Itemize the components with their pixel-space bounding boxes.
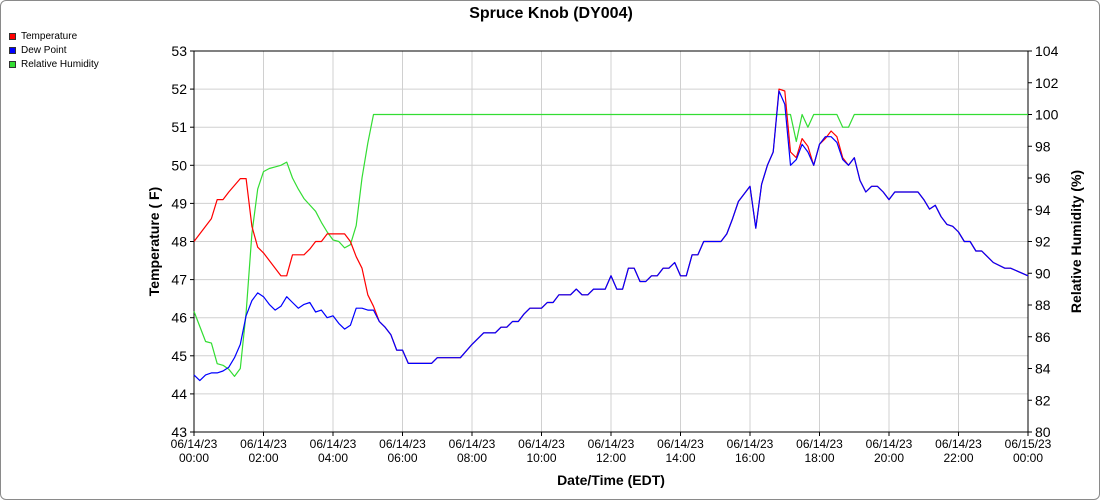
legend-item-dew-point: Dew Point	[9, 43, 99, 57]
x-tick-label-time: 00:00	[1013, 451, 1043, 465]
x-tick-label-date: 06/14/23	[171, 437, 218, 451]
y-axis-right-ticks: 80 82 84 86 88 90 92 94 96 98 100 102 104	[1028, 43, 1059, 440]
y2-tick-label: 92	[1035, 234, 1051, 250]
x-tick-label-date: 06/14/23	[657, 437, 704, 451]
x-tick-label-time: 10:00	[526, 451, 556, 465]
y-axis-left-ticks: 43 44 45 46 47 48 49 50 51 52 53	[171, 43, 194, 440]
x-axis-title: Date/Time (EDT)	[557, 472, 665, 488]
y-tick-label: 44	[171, 386, 187, 402]
y2-tick-label: 88	[1035, 297, 1051, 313]
x-tick-label-time: 14:00	[665, 451, 695, 465]
y2-tick-label: 102	[1035, 75, 1059, 91]
x-axis-ticks: 06/14/2300:0006/14/2302:0006/14/2304:000…	[171, 432, 1052, 465]
y-tick-label: 46	[171, 310, 187, 326]
x-tick-label-date: 06/14/23	[240, 437, 287, 451]
y2-tick-label: 94	[1035, 202, 1051, 218]
y-tick-label: 43	[171, 424, 187, 440]
y-axis-left-title: Temperature ( F)	[146, 187, 162, 296]
legend-swatch-dew-point	[9, 46, 16, 54]
x-tick-label-date: 06/14/23	[588, 437, 635, 451]
legend-swatch-relative-humidity	[9, 60, 16, 68]
y2-tick-label: 80	[1035, 424, 1051, 440]
x-tick-label-date: 06/14/23	[310, 437, 357, 451]
y2-tick-label: 82	[1035, 392, 1051, 408]
y2-tick-label: 90	[1035, 265, 1051, 281]
series-line-dew-point	[193, 90, 1029, 382]
y2-tick-label: 96	[1035, 170, 1051, 186]
x-tick-label-time: 02:00	[248, 451, 278, 465]
x-tick-label-time: 22:00	[943, 451, 973, 465]
legend-label-temperature: Temperature	[21, 30, 78, 42]
y-tick-label: 52	[171, 81, 187, 97]
y-tick-label: 48	[171, 234, 187, 250]
y2-tick-label: 100	[1035, 107, 1059, 123]
x-tick-label-date: 06/14/23	[727, 437, 774, 451]
x-tick-label-time: 06:00	[387, 451, 417, 465]
y-axis-right-title: Relative Humidity (%)	[1068, 170, 1084, 313]
y-tick-label: 49	[171, 195, 187, 211]
x-tick-label-date: 06/15/23	[1005, 437, 1052, 451]
legend: Temperature Dew Point Relative Humidity	[9, 29, 99, 71]
x-tick-label-date: 06/14/23	[935, 437, 982, 451]
x-tick-label-date: 06/14/23	[796, 437, 843, 451]
legend-label-relative-humidity: Relative Humidity	[21, 58, 99, 70]
y2-tick-label: 84	[1035, 361, 1051, 377]
y-tick-label: 50	[171, 157, 187, 173]
x-tick-label-time: 00:00	[179, 451, 209, 465]
legend-item-temperature: Temperature	[9, 29, 99, 43]
y2-tick-label: 104	[1035, 43, 1059, 59]
x-tick-label-time: 08:00	[457, 451, 487, 465]
x-tick-label-time: 04:00	[318, 451, 348, 465]
x-tick-label-time: 18:00	[804, 451, 834, 465]
x-tick-label-date: 06/14/23	[449, 437, 496, 451]
y2-tick-label: 98	[1035, 138, 1051, 154]
series-line-relative-humidity	[193, 113, 1028, 377]
y-tick-label: 51	[171, 119, 187, 135]
x-tick-label-date: 06/14/23	[379, 437, 426, 451]
x-tick-label-time: 12:00	[596, 451, 626, 465]
y-tick-label: 47	[171, 272, 187, 288]
y-tick-label: 53	[171, 43, 187, 59]
x-tick-label-date: 06/14/23	[866, 437, 913, 451]
y-tick-label: 45	[171, 348, 187, 364]
series-lines	[193, 88, 1029, 382]
legend-swatch-temperature	[9, 32, 16, 40]
chart-title: Spruce Knob (DY004)	[469, 5, 633, 22]
y2-tick-label: 86	[1035, 329, 1051, 345]
legend-item-relative-humidity: Relative Humidity	[9, 57, 99, 71]
x-tick-label-time: 16:00	[735, 451, 765, 465]
x-tick-label-date: 06/14/23	[518, 437, 565, 451]
legend-label-dew-point: Dew Point	[21, 44, 67, 56]
x-tick-label-time: 20:00	[874, 451, 904, 465]
